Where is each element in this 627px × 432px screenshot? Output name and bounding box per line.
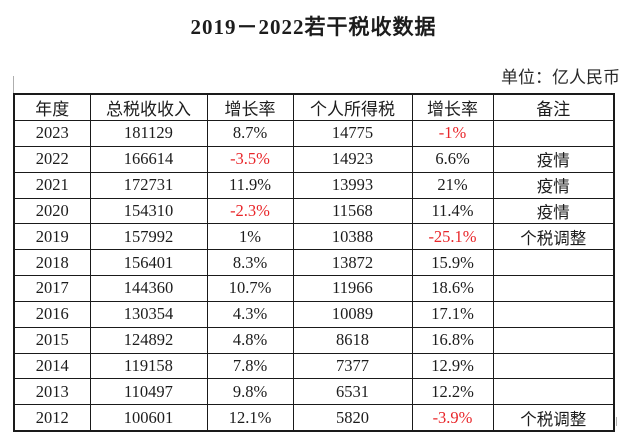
table-cell: 156401 (89, 249, 208, 277)
table-row: 2013 110497 9.8% 6531 12.2% (13, 378, 615, 406)
table-cell: 2017 (13, 275, 91, 302)
table-cell: 7377 (292, 352, 413, 380)
table-cell: 110497 (89, 378, 208, 406)
table-cell (492, 275, 615, 302)
table-row: 2012 100601 12.1% 5820 -3.9% 个税调整 (13, 404, 615, 432)
table-cell: 21% (411, 171, 494, 199)
gridline-artifact-bottom-right (616, 417, 617, 426)
table-cell: 疫情 (492, 171, 615, 199)
column-header: 增长率 (411, 93, 494, 121)
table-header-row: 年度 总税收收入 增长率 个人所得税 增长率 备注 (13, 93, 615, 121)
table-cell: 2019 (13, 223, 91, 251)
table-cell: 12.2% (411, 378, 494, 406)
column-header: 年度 (13, 93, 91, 121)
table-cell (492, 120, 615, 147)
table-cell: -1% (411, 120, 494, 147)
table-cell: 16.8% (411, 326, 494, 354)
table-row: 2016 130354 4.3% 10089 17.1% (13, 300, 615, 328)
table-cell: 10388 (292, 223, 413, 251)
table-cell: 13993 (292, 171, 413, 199)
column-header: 总税收收入 (89, 93, 208, 121)
table-cell: 2022 (13, 145, 91, 173)
table-cell: 17.1% (411, 300, 494, 328)
table-cell: 疫情 (492, 145, 615, 173)
table-cell: 个税调整 (492, 223, 615, 251)
table-cell: 18.6% (411, 275, 494, 302)
table-cell (492, 378, 615, 406)
table-cell: 144360 (89, 275, 208, 302)
table-cell: 6531 (292, 378, 413, 406)
table-cell: 2013 (13, 378, 91, 406)
table-cell: 13872 (292, 249, 413, 277)
table-cell: 2020 (13, 197, 91, 225)
unit-label: 单位：亿人民币 (501, 68, 620, 87)
table-cell: 11.9% (206, 171, 294, 199)
table-cell: 6.6% (411, 145, 494, 173)
table-cell: 4.8% (206, 326, 294, 354)
table-cell: 172731 (89, 171, 208, 199)
table-cell: -3.9% (411, 404, 494, 432)
table-cell: 2016 (13, 300, 91, 328)
table-body: 2023 181129 8.7% 14775 -1% 2022 166614 -3.5% 149… (13, 120, 615, 432)
table-cell: 疫情 (492, 197, 615, 225)
table-cell: 11966 (292, 275, 413, 302)
table-cell: 8618 (292, 326, 413, 354)
table-cell: 12.9% (411, 352, 494, 380)
table-row: 2022 166614 -3.5% 14923 6.6% 疫情 (13, 145, 615, 173)
table-row: 2023 181129 8.7% 14775 -1% (13, 120, 615, 147)
gridline-artifact-top-left (13, 76, 14, 93)
table-cell: 10089 (292, 300, 413, 328)
table-cell (492, 352, 615, 380)
table-cell: 181129 (89, 120, 208, 147)
table-cell (492, 249, 615, 277)
tax-data-table: 年度 总税收收入 增长率 个人所得税 增长率 备注 2023 181129 8.7% 14775… (13, 93, 615, 432)
table-cell: 15.9% (411, 249, 494, 277)
table-row: 2020 154310 -2.3% 11568 11.4% 疫情 (13, 197, 615, 225)
table-cell: 130354 (89, 300, 208, 328)
table-cell: 11568 (292, 197, 413, 225)
table-cell: 个税调整 (492, 404, 615, 432)
table-cell: 1% (206, 223, 294, 251)
table-cell: 7.8% (206, 352, 294, 380)
table-cell: 10.7% (206, 275, 294, 302)
table-cell (492, 300, 615, 328)
table-cell: 2012 (13, 404, 91, 432)
table-cell: 12.1% (206, 404, 294, 432)
table-row: 2021 172731 11.9% 13993 21% 疫情 (13, 171, 615, 199)
table-cell: 124892 (89, 326, 208, 354)
table-cell: 2015 (13, 326, 91, 354)
table-cell: -3.5% (206, 145, 294, 173)
table-cell: 14923 (292, 145, 413, 173)
table-cell: 166614 (89, 145, 208, 173)
table-cell (492, 326, 615, 354)
column-header: 备注 (492, 93, 615, 121)
column-header: 增长率 (206, 93, 294, 121)
table-cell: 2021 (13, 171, 91, 199)
page-title: 2019－2022若干税收数据 (190, 15, 437, 39)
table-cell: 154310 (89, 197, 208, 225)
table-cell: 8.3% (206, 249, 294, 277)
table-cell: 5820 (292, 404, 413, 432)
table-cell: 2014 (13, 352, 91, 380)
table-cell: 119158 (89, 352, 208, 380)
table-row: 2014 119158 7.8% 7377 12.9% (13, 352, 615, 380)
table-cell: 2023 (13, 120, 91, 147)
table-cell: 11.4% (411, 197, 494, 225)
table-cell: 8.7% (206, 120, 294, 147)
column-header: 个人所得税 (292, 93, 413, 121)
table-row: 2017 144360 10.7% 11966 18.6% (13, 275, 615, 302)
table-row: 2018 156401 8.3% 13872 15.9% (13, 249, 615, 277)
table-row: 2015 124892 4.8% 8618 16.8% (13, 326, 615, 354)
table-cell: 14775 (292, 120, 413, 147)
table-cell: 4.3% (206, 300, 294, 328)
table-cell: 2018 (13, 249, 91, 277)
table-cell: 9.8% (206, 378, 294, 406)
table-row: 2019 157992 1% 10388 -25.1% 个税调整 (13, 223, 615, 251)
table-cell: -2.3% (206, 197, 294, 225)
table-cell: -25.1% (411, 223, 494, 251)
table-cell: 157992 (89, 223, 208, 251)
table-cell: 100601 (89, 404, 208, 432)
